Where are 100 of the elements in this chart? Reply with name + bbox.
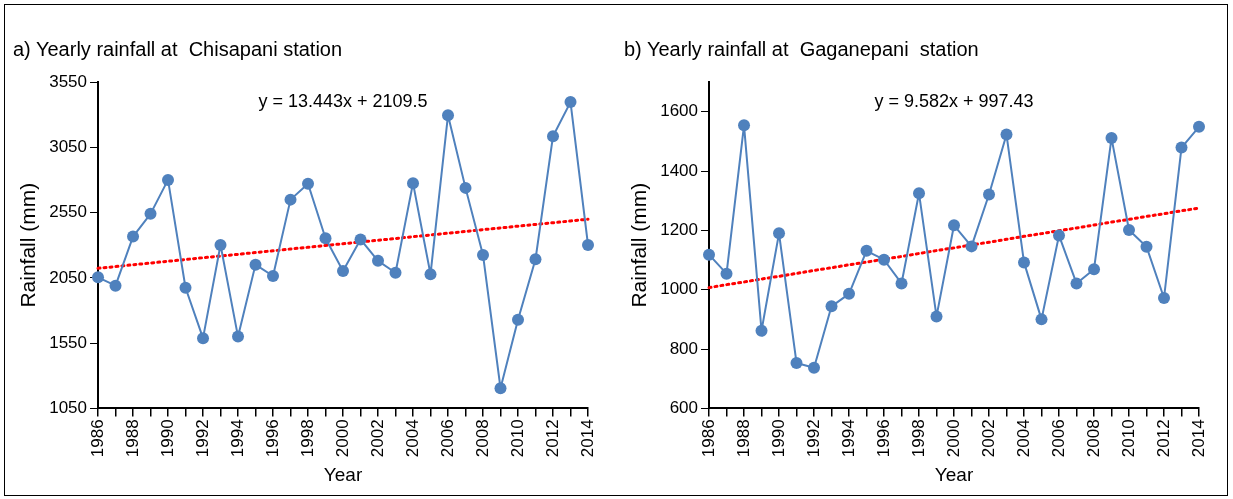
- point: [337, 265, 350, 278]
- point: [354, 233, 367, 246]
- y-axis-title: Rainfall (mm): [627, 182, 651, 308]
- point: [284, 193, 297, 206]
- y-tick-label: 800: [669, 338, 699, 358]
- point: [109, 279, 122, 292]
- y-tick-label: 2550: [49, 202, 88, 222]
- y-tick-label: 1000: [660, 279, 699, 299]
- point: [144, 207, 157, 220]
- x-tick-label: 1994: [227, 419, 247, 458]
- x-axis-title: Year: [934, 463, 974, 485]
- x-tick-label: 1994: [838, 419, 858, 458]
- point: [773, 227, 786, 240]
- x-tick-label: 1990: [768, 419, 788, 458]
- point: [1123, 224, 1135, 237]
- x-tick-label: 2004: [402, 419, 422, 458]
- y-tick-label: 3550: [49, 71, 88, 91]
- point: [965, 240, 978, 253]
- point: [948, 219, 961, 232]
- point: [720, 267, 733, 280]
- point: [512, 313, 524, 326]
- y-axis-title: Rainfall (mm): [16, 182, 40, 308]
- x-tick-label: 1986: [87, 419, 107, 458]
- y-tick-label: 3050: [49, 136, 88, 156]
- point: [1053, 229, 1066, 242]
- point: [1175, 141, 1188, 154]
- line-series: [707, 206, 1201, 290]
- y-tick-label: 1550: [49, 332, 88, 352]
- x-tick-label: 1992: [192, 419, 212, 458]
- point: [703, 248, 716, 261]
- x-tick-label: 1988: [733, 419, 753, 458]
- x-tick-label: 1992: [803, 419, 823, 458]
- point: [895, 277, 908, 290]
- point: [755, 324, 768, 337]
- x-tick-label: 2004: [1013, 419, 1033, 458]
- point: [860, 244, 873, 257]
- y-tick-label: 1400: [660, 160, 699, 180]
- x-tick-label: 1998: [908, 419, 928, 458]
- x-tick-label: 2000: [943, 419, 963, 458]
- point: [983, 188, 996, 201]
- x-tick-label: 2002: [367, 419, 387, 458]
- point: [930, 310, 943, 323]
- x-tick-label: 2012: [542, 419, 562, 458]
- point: [302, 177, 315, 190]
- point: [1035, 313, 1048, 326]
- point: [477, 248, 489, 261]
- y-tick-label: 1200: [660, 220, 699, 240]
- point: [1000, 128, 1013, 141]
- y-tick-label: 1050: [49, 398, 88, 418]
- point: [232, 330, 245, 343]
- point: [162, 173, 175, 186]
- x-axis-title: Year: [323, 463, 363, 485]
- point: [808, 361, 821, 374]
- point: [564, 96, 577, 109]
- point: [582, 238, 594, 251]
- x-tick-label: 1996: [262, 419, 282, 458]
- x-tick-label: 1988: [122, 419, 142, 458]
- annotation: y = 9.582x + 997.43: [874, 90, 1034, 111]
- point: [319, 232, 332, 245]
- x-tick-label: 2008: [472, 419, 492, 458]
- point: [738, 119, 751, 132]
- point: [825, 300, 838, 313]
- point: [878, 253, 891, 266]
- x-tick-label: 2010: [507, 419, 527, 458]
- annotation: y = 13.443x + 2109.5: [258, 90, 428, 111]
- point: [913, 187, 926, 200]
- point: [389, 266, 402, 279]
- x-tick-label: 2000: [332, 419, 352, 458]
- x-tick-label: 2008: [1083, 419, 1103, 458]
- x-tick-label: 1990: [157, 419, 177, 458]
- point: [1105, 132, 1118, 145]
- chart-title: a) Yearly rainfall at Chisapani station: [13, 37, 343, 60]
- point: [267, 270, 280, 282]
- point: [92, 271, 105, 284]
- point: [407, 177, 420, 190]
- point: [442, 109, 455, 122]
- point: [249, 258, 262, 271]
- x-tick-label: 2010: [1118, 419, 1138, 458]
- point: [843, 287, 856, 300]
- x-tick-label: 1998: [297, 419, 317, 458]
- point: [1140, 240, 1153, 253]
- y-tick-label: 600: [669, 398, 699, 418]
- y-tick-label: 1600: [660, 101, 699, 121]
- point: [1088, 263, 1100, 276]
- point: [197, 332, 210, 345]
- point: [529, 253, 542, 266]
- x-tick-label: 2002: [978, 419, 998, 458]
- chart-title: b) Yearly rainfall at Gaganepani station: [624, 37, 979, 60]
- point: [494, 382, 507, 395]
- point: [179, 281, 192, 294]
- x-tick-label: 2012: [1153, 419, 1173, 458]
- point: [1158, 292, 1170, 305]
- point: [424, 268, 437, 281]
- point: [372, 254, 385, 267]
- x-tick-label: 2014: [577, 419, 597, 458]
- point: [214, 238, 227, 251]
- x-tick-label: 2014: [1188, 419, 1208, 458]
- x-tick-label: 2006: [1048, 419, 1068, 458]
- x-tick-label: 2006: [437, 419, 457, 458]
- line-series: [96, 217, 590, 270]
